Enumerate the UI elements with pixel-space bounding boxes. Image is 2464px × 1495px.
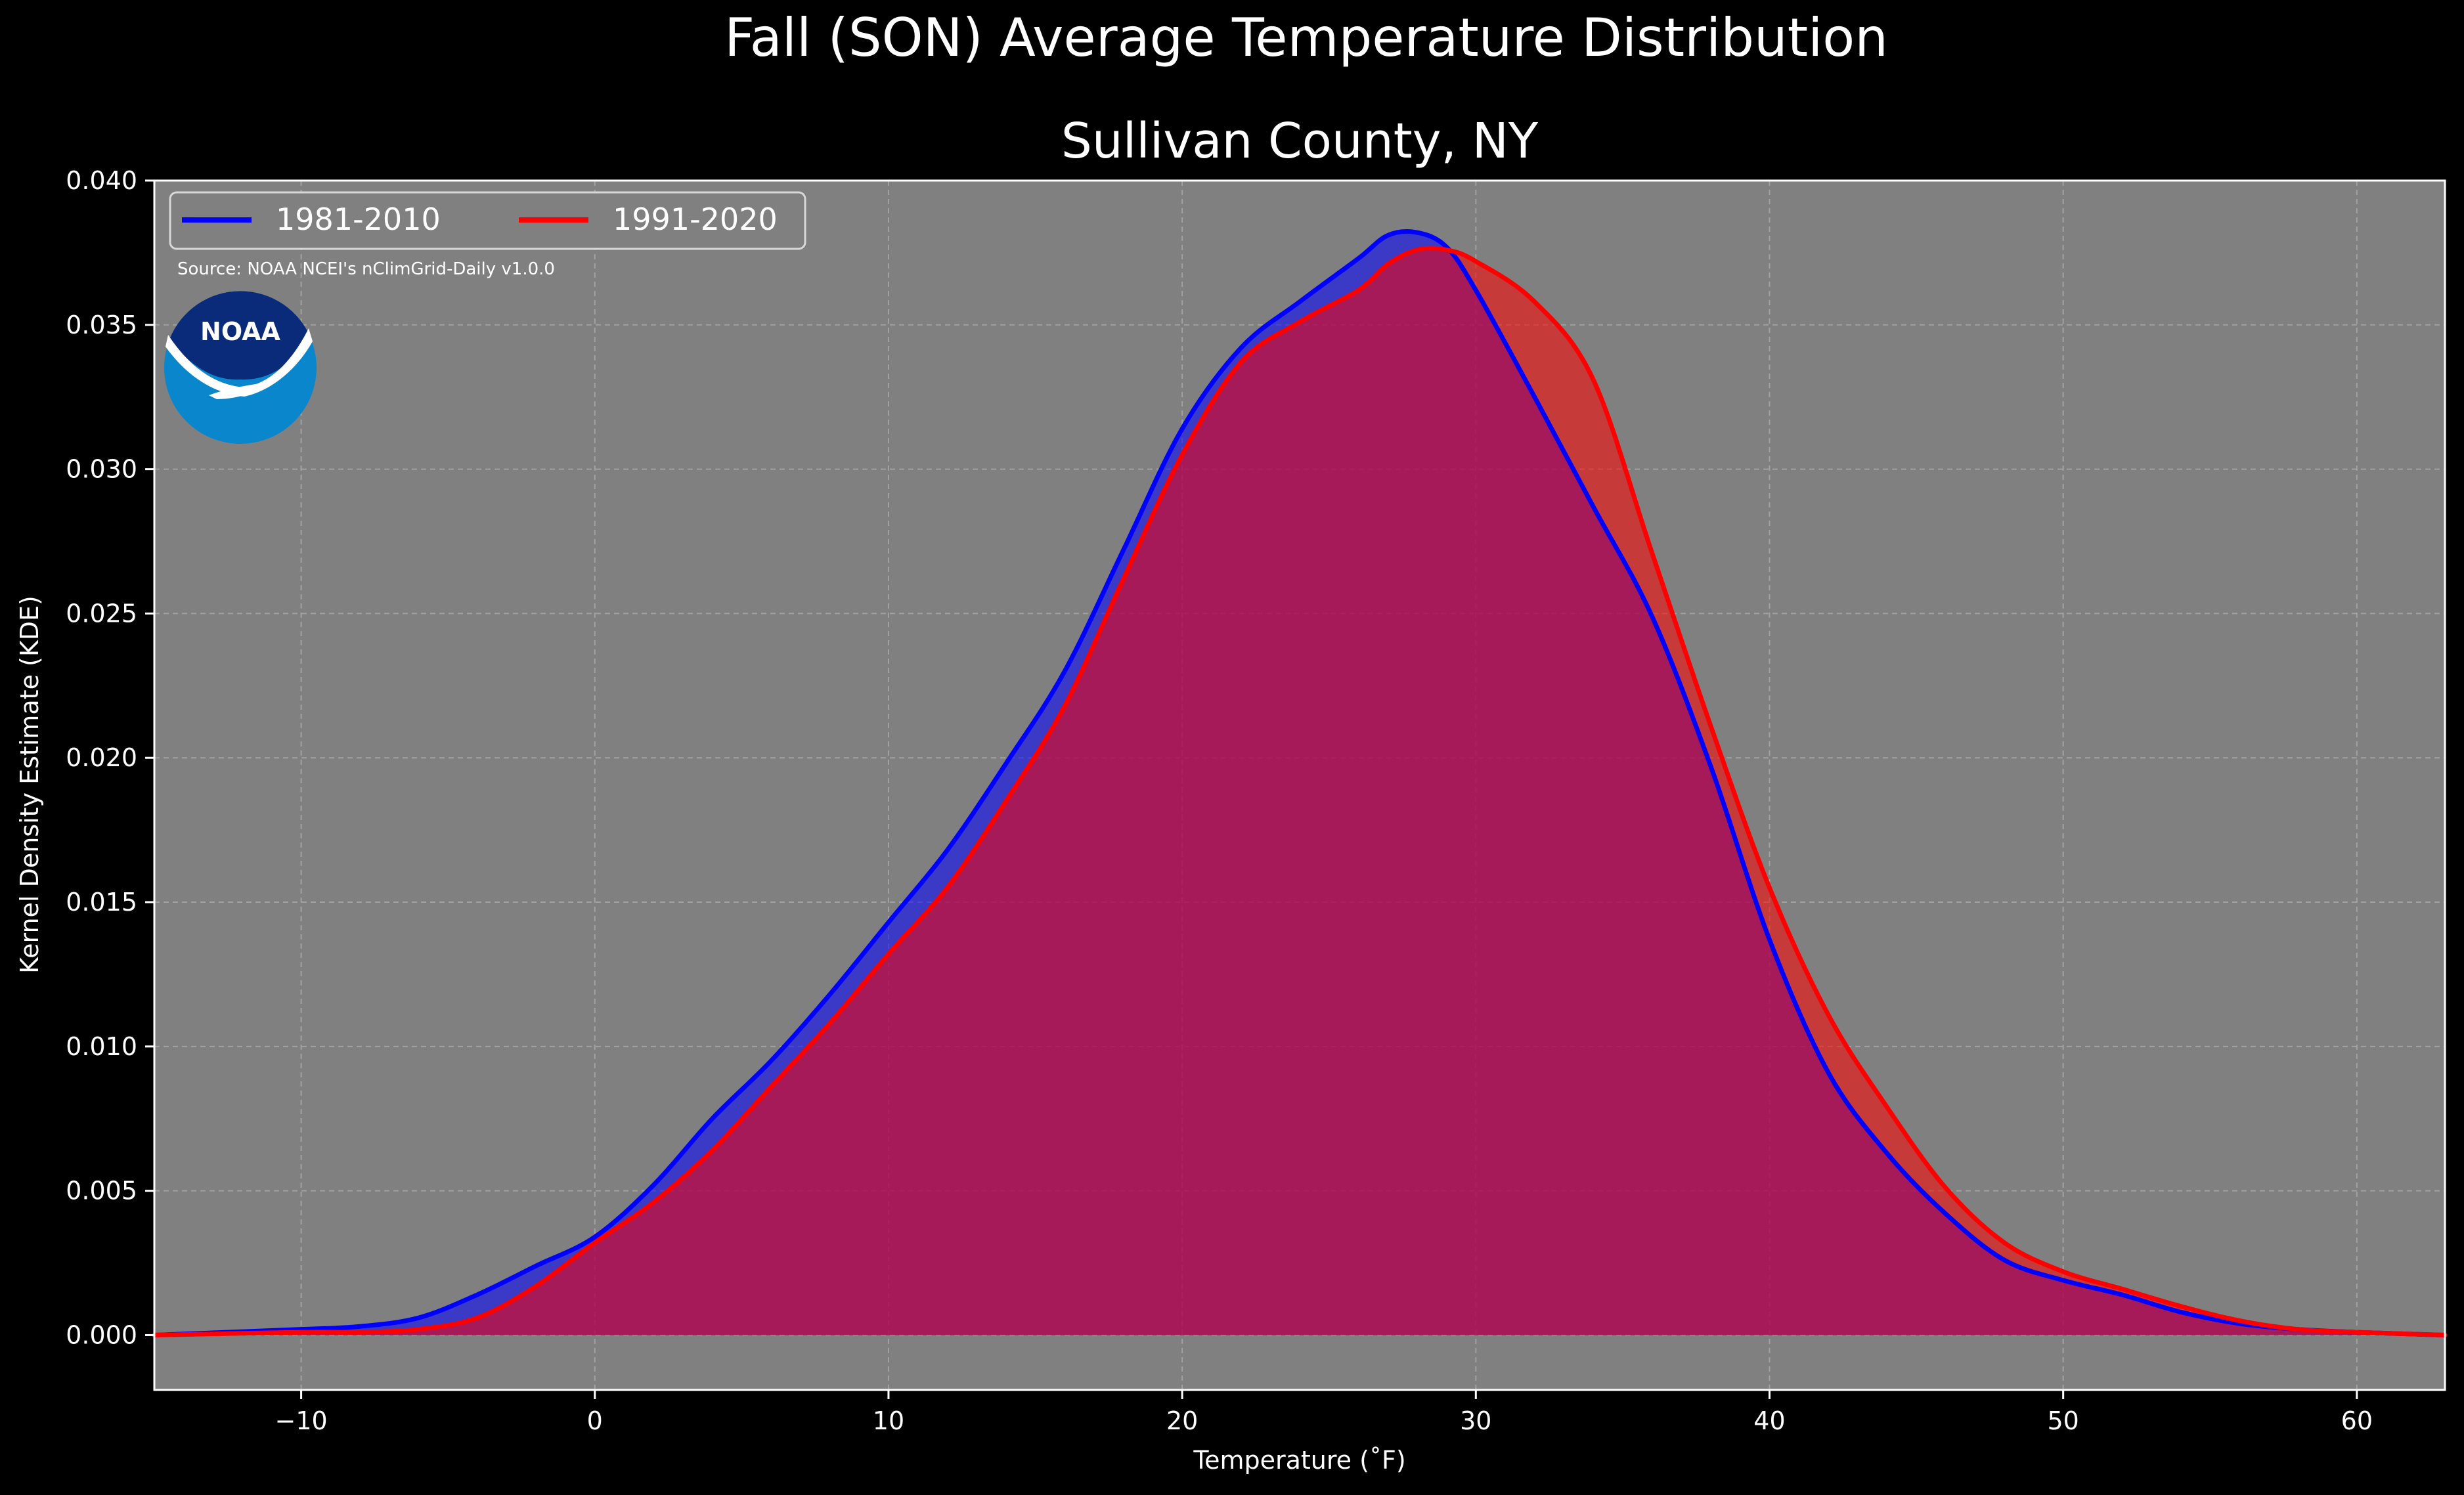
- x-tick-label: 40: [1753, 1406, 1785, 1435]
- y-tick-label: 0.010: [66, 1032, 137, 1061]
- noaa-logo: NOAA: [164, 291, 317, 444]
- x-axis-label: Temperature (˚F): [1193, 1446, 1405, 1475]
- x-tick-label: 0: [587, 1406, 603, 1435]
- density-line-1981-2010: [152, 228, 2448, 1337]
- density-lines: [152, 228, 2448, 1337]
- figure-title: Fall (SON) Average Temperature Distribut…: [724, 7, 1888, 68]
- x-axis-ticks: −10 0 10 20 30 40 50 60: [275, 1390, 2373, 1435]
- x-tick-label: 30: [1460, 1406, 1491, 1435]
- chart-subtitle: Sullivan County, NY: [1061, 113, 1539, 169]
- plot-frame: [153, 179, 2446, 1391]
- x-tick-label: 20: [1166, 1406, 1198, 1435]
- noaa-logo-text: NOAA: [200, 317, 280, 346]
- y-tick-label: 0.035: [66, 311, 137, 339]
- density-line-1991-2020: [152, 246, 2448, 1337]
- y-axis-ticks: 0.000 0.005 0.010 0.015 0.020 0.025 0.030 0.035…: [66, 166, 154, 1349]
- legend-label-1981-2010: 1981-2010: [276, 202, 441, 237]
- legend-box: [169, 191, 806, 250]
- y-tick-label: 0.025: [66, 599, 137, 628]
- y-axis-label: Kernel Density Estimate (KDE): [15, 596, 44, 974]
- x-tick-label: 50: [2047, 1406, 2079, 1435]
- y-tick-label: 0.015: [66, 888, 137, 917]
- y-tick-label: 0.030: [66, 455, 137, 484]
- x-tick-label: 10: [873, 1406, 904, 1435]
- y-tick-label: 0.020: [66, 743, 137, 772]
- x-tick-label: 60: [2341, 1406, 2373, 1435]
- density-fills: [154, 231, 2445, 1335]
- y-tick-label: 0.040: [66, 166, 137, 195]
- x-tick-label: −10: [275, 1406, 327, 1435]
- legend-label-1991-2020: 1991-2020: [613, 202, 778, 237]
- y-tick-label: 0.005: [66, 1177, 137, 1205]
- source-note: Source: NOAA NCEI's nClimGrid-Daily v1.0…: [177, 259, 555, 279]
- density-fill-1991-2020: [154, 248, 2445, 1335]
- y-tick-label: 0.000: [66, 1320, 137, 1349]
- legend: 1981-2010 1991-2020: [169, 191, 806, 250]
